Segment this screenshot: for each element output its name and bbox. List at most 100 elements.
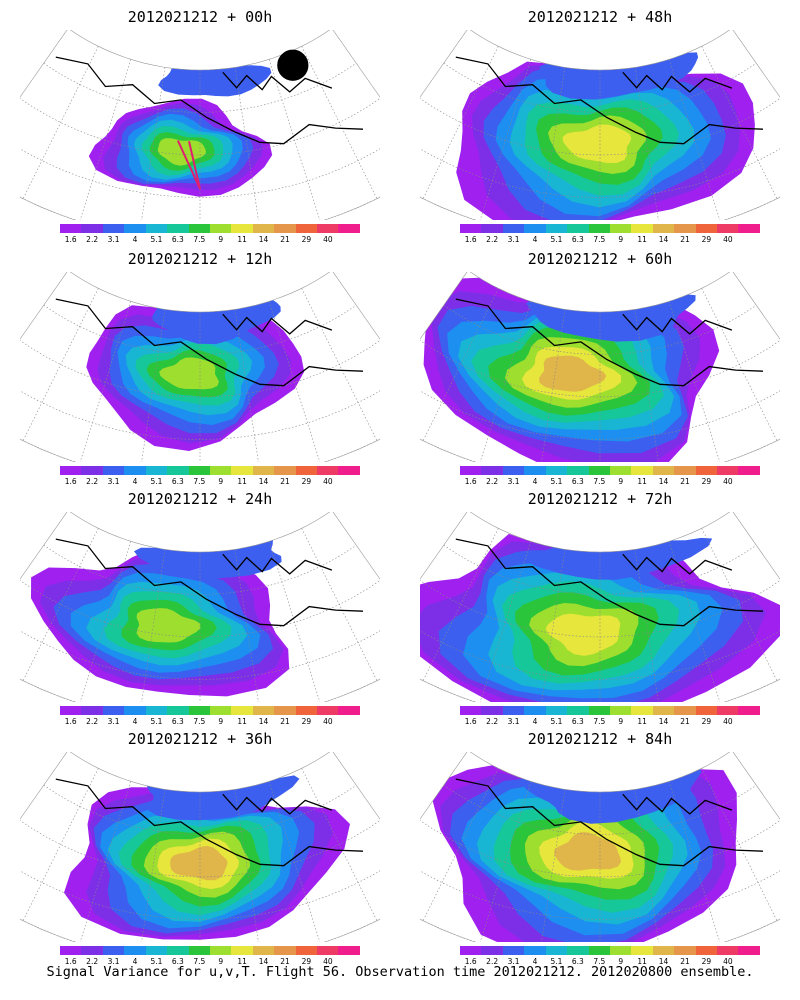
colorbar-swatch bbox=[188, 946, 210, 955]
colorbar-swatch bbox=[567, 946, 589, 955]
colorbar-swatch bbox=[631, 946, 653, 955]
colorbar-swatch bbox=[102, 706, 125, 715]
panel-title: 2012021212 + 36h bbox=[127, 730, 273, 748]
colorbar-swatch bbox=[231, 224, 253, 233]
colorbar-swatch bbox=[188, 466, 210, 475]
colorbar-tick-label: 21 bbox=[280, 477, 290, 486]
colorbar-swatch bbox=[317, 224, 339, 233]
variance-field bbox=[456, 52, 755, 220]
map-boundary bbox=[420, 272, 780, 462]
colorbar-swatch bbox=[317, 946, 339, 955]
colorbar-tick-label: 1.6 bbox=[464, 235, 477, 244]
colorbar-swatch bbox=[717, 224, 739, 233]
colorbar-tick-label: 11 bbox=[237, 477, 247, 486]
colorbar-tick-label: 1.6 bbox=[64, 477, 77, 486]
variance-field bbox=[432, 765, 737, 942]
colorbar-tick-label: 29 bbox=[301, 717, 312, 726]
colorbar-swatch bbox=[295, 946, 318, 955]
colorbar-swatch bbox=[209, 466, 232, 475]
colorbar-swatches bbox=[460, 706, 760, 715]
colorbar-tick-label: 2.2 bbox=[86, 477, 99, 486]
colorbar-swatch bbox=[295, 224, 318, 233]
colorbar-swatch bbox=[652, 466, 675, 475]
colorbar-swatch bbox=[481, 466, 503, 475]
colorbar-swatch bbox=[81, 466, 103, 475]
colorbar-swatch bbox=[609, 946, 632, 955]
colorbar-tick-label: 9 bbox=[618, 477, 624, 486]
forecast-map bbox=[420, 272, 780, 462]
colorbar-swatch bbox=[124, 466, 146, 475]
colorbar-ticks: 1.6 2.2 3.1 4 5.1 6.3 7.5 9 11 14 21 29 40 bbox=[460, 235, 760, 245]
coastline bbox=[455, 298, 764, 387]
colorbar-tick-label: 21 bbox=[680, 235, 690, 244]
colorbar-tick-label: 5.1 bbox=[150, 477, 163, 486]
colorbar-swatch bbox=[252, 706, 275, 715]
variance-field bbox=[420, 533, 780, 702]
colorbar-tick-label: 29 bbox=[701, 235, 712, 244]
colorbar-swatch bbox=[502, 946, 525, 955]
colorbar-tick-label: 2.2 bbox=[86, 235, 99, 244]
colorbar-tick-label: 4 bbox=[132, 235, 138, 244]
colorbar-swatch bbox=[231, 466, 253, 475]
colorbar-tick-label: 2.2 bbox=[86, 957, 99, 966]
map-boundary bbox=[20, 30, 380, 220]
flight-track bbox=[176, 140, 201, 190]
colorbar-swatch bbox=[167, 946, 189, 955]
colorbar-tick-label: 40 bbox=[323, 235, 333, 244]
colorbar-tick-label: 9 bbox=[218, 477, 224, 486]
colorbar-tick-label: 4 bbox=[532, 235, 538, 244]
colorbar-swatch bbox=[588, 224, 610, 233]
colorbar-tick-label: 29 bbox=[701, 477, 712, 486]
colorbar: 1.6 2.2 3.1 4 5.1 6.3 7.5 9 11 14 21 29 40 bbox=[60, 466, 360, 488]
colorbar-swatch bbox=[588, 946, 610, 955]
colorbar-swatch bbox=[81, 224, 103, 233]
colorbar-swatch bbox=[60, 946, 82, 955]
colorbar-swatch bbox=[738, 224, 760, 233]
colorbar-tick-label: 29 bbox=[701, 717, 712, 726]
colorbar-tick-label: 5.1 bbox=[150, 957, 163, 966]
colorbar-swatches bbox=[60, 466, 360, 475]
colorbar-swatch bbox=[460, 224, 482, 233]
colorbar-swatch bbox=[524, 466, 546, 475]
colorbar-tick-label: 6.3 bbox=[171, 235, 184, 244]
coastline bbox=[455, 778, 764, 867]
colorbar-swatch bbox=[631, 466, 653, 475]
colorbar-swatch bbox=[231, 706, 253, 715]
colorbar-tick-label: 40 bbox=[323, 957, 333, 966]
colorbar-tick-label: 1.6 bbox=[464, 717, 477, 726]
colorbar-swatch bbox=[167, 706, 189, 715]
colorbar-tick-label: 29 bbox=[301, 477, 312, 486]
panel-title: 2012021212 + 60h bbox=[527, 250, 673, 268]
colorbar: 1.6 2.2 3.1 4 5.1 6.3 7.5 9 11 14 21 29 40 bbox=[460, 706, 760, 728]
colorbar-tick-label: 29 bbox=[301, 957, 312, 966]
colorbar-swatch bbox=[545, 466, 568, 475]
forecast-map bbox=[20, 512, 380, 702]
panel-title: 2012021212 + 72h bbox=[527, 490, 673, 508]
colorbar-swatch bbox=[674, 706, 696, 715]
colorbar-swatch bbox=[460, 466, 482, 475]
colorbar-swatches bbox=[60, 946, 360, 955]
colorbar-swatches bbox=[460, 224, 760, 233]
colorbar-tick-label: 3.1 bbox=[507, 235, 520, 244]
colorbar-ticks: 1.6 2.2 3.1 4 5.1 6.3 7.5 9 11 14 21 29 40 bbox=[460, 477, 760, 487]
map-boundary bbox=[20, 752, 380, 942]
variance-field bbox=[86, 300, 305, 451]
coastline bbox=[455, 538, 764, 627]
colorbar-tick-label: 2.2 bbox=[486, 957, 499, 966]
colorbar-tick-label: 14 bbox=[258, 477, 269, 486]
colorbar-tick-label: 40 bbox=[323, 477, 333, 486]
forecast-map bbox=[20, 30, 380, 220]
colorbar-swatch bbox=[631, 706, 653, 715]
colorbar-swatch bbox=[145, 946, 168, 955]
colorbar-swatch bbox=[609, 706, 632, 715]
colorbar-tick-label: 40 bbox=[323, 717, 333, 726]
colorbar-tick-label: 9 bbox=[618, 235, 624, 244]
colorbar-tick-label: 21 bbox=[680, 717, 690, 726]
colorbar-swatch bbox=[102, 466, 125, 475]
colorbar-tick-label: 3.1 bbox=[107, 957, 120, 966]
colorbar-tick-label: 4 bbox=[132, 957, 138, 966]
colorbar-swatch bbox=[81, 946, 103, 955]
map-boundary bbox=[420, 752, 780, 942]
colorbar-tick-label: 21 bbox=[280, 957, 290, 966]
